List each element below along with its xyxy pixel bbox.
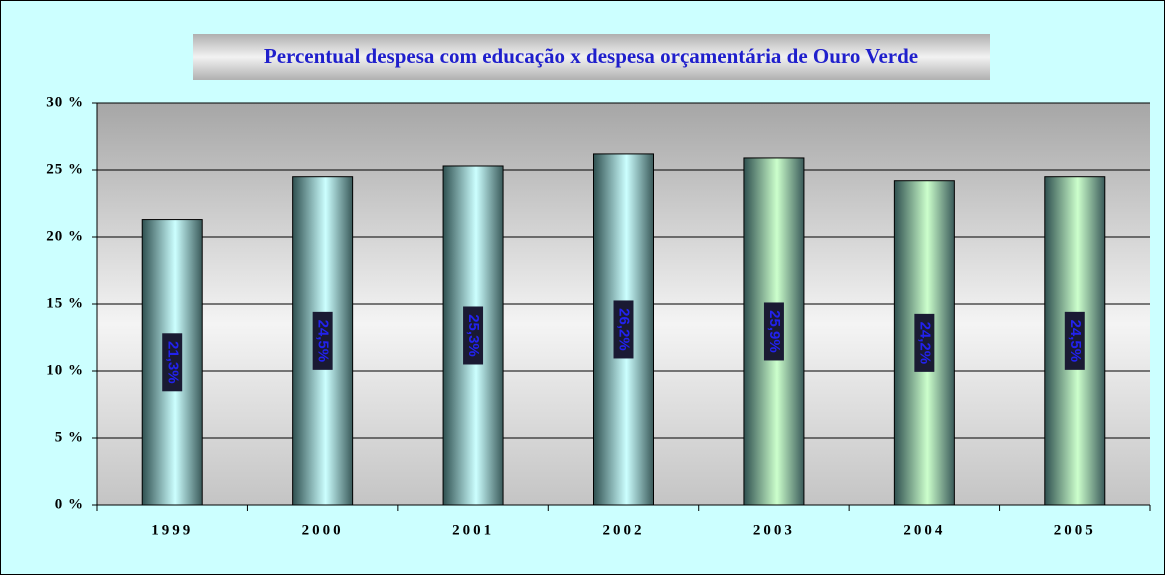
data-label-box (1064, 311, 1085, 370)
y-tick-label: 5 % (55, 429, 84, 445)
y-tick-label: 0 % (55, 496, 84, 512)
data-label-box (162, 333, 183, 392)
x-tick-label: 2000 (302, 522, 344, 538)
data-label-box (914, 313, 935, 372)
y-tick-label: 10 % (46, 362, 84, 378)
y-tick-label: 30 % (46, 94, 84, 110)
y-tick-label: 15 % (46, 295, 84, 311)
data-label-box (463, 306, 484, 365)
data-label-box (312, 311, 333, 370)
title-box (193, 34, 990, 80)
x-tick-label: 2003 (753, 522, 795, 538)
y-tick-label: 25 % (46, 161, 84, 177)
x-tick-label: 2002 (603, 522, 645, 538)
data-label: 24,2% (916, 322, 933, 365)
x-tick-label: 2001 (452, 522, 494, 538)
data-label-box (613, 300, 634, 359)
x-tick-label: 2004 (903, 522, 945, 538)
x-tick-label: 1999 (151, 522, 193, 538)
data-label: 21,3% (164, 341, 181, 384)
data-label: 26,2% (616, 308, 633, 351)
chart-title: Percentual despesa com educação x despes… (264, 44, 918, 68)
data-label: 24,5% (1067, 320, 1084, 363)
data-label: 24,5% (315, 320, 332, 363)
data-label-box (763, 302, 784, 361)
data-label: 25,9% (766, 310, 783, 353)
data-label: 25,3% (465, 314, 482, 357)
y-tick-label: 20 % (46, 228, 84, 244)
bar (893, 180, 955, 506)
x-tick-label: 2005 (1054, 522, 1096, 538)
